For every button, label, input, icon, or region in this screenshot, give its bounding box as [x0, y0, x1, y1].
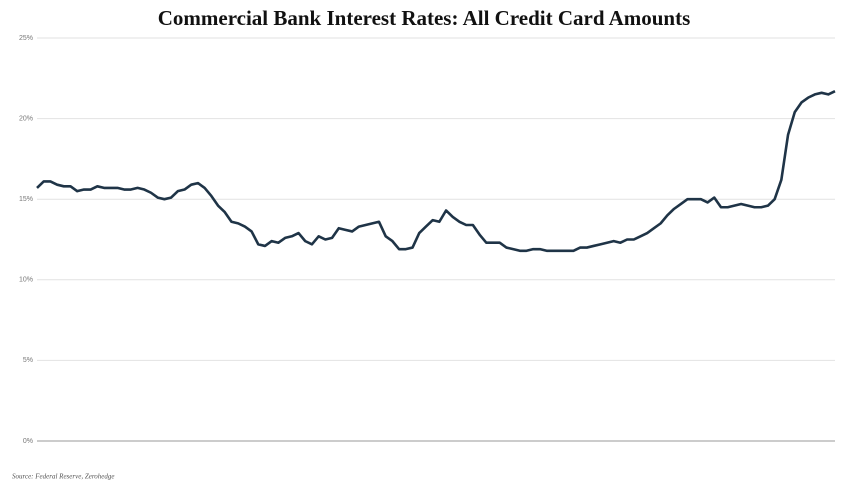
- y-tick-label: 15%: [19, 196, 33, 203]
- source-note: Source: Federal Reserve, Zerohedge: [12, 473, 115, 481]
- y-tick-label: 20%: [19, 115, 33, 122]
- y-tick-label: 25%: [19, 35, 33, 42]
- y-tick-label: 10%: [19, 277, 33, 284]
- y-tick-label: 0%: [23, 438, 33, 445]
- chart-title: Commercial Bank Interest Rates: All Cred…: [158, 6, 691, 30]
- y-tick-label: 5%: [23, 357, 33, 364]
- data-line: [36, 90, 836, 253]
